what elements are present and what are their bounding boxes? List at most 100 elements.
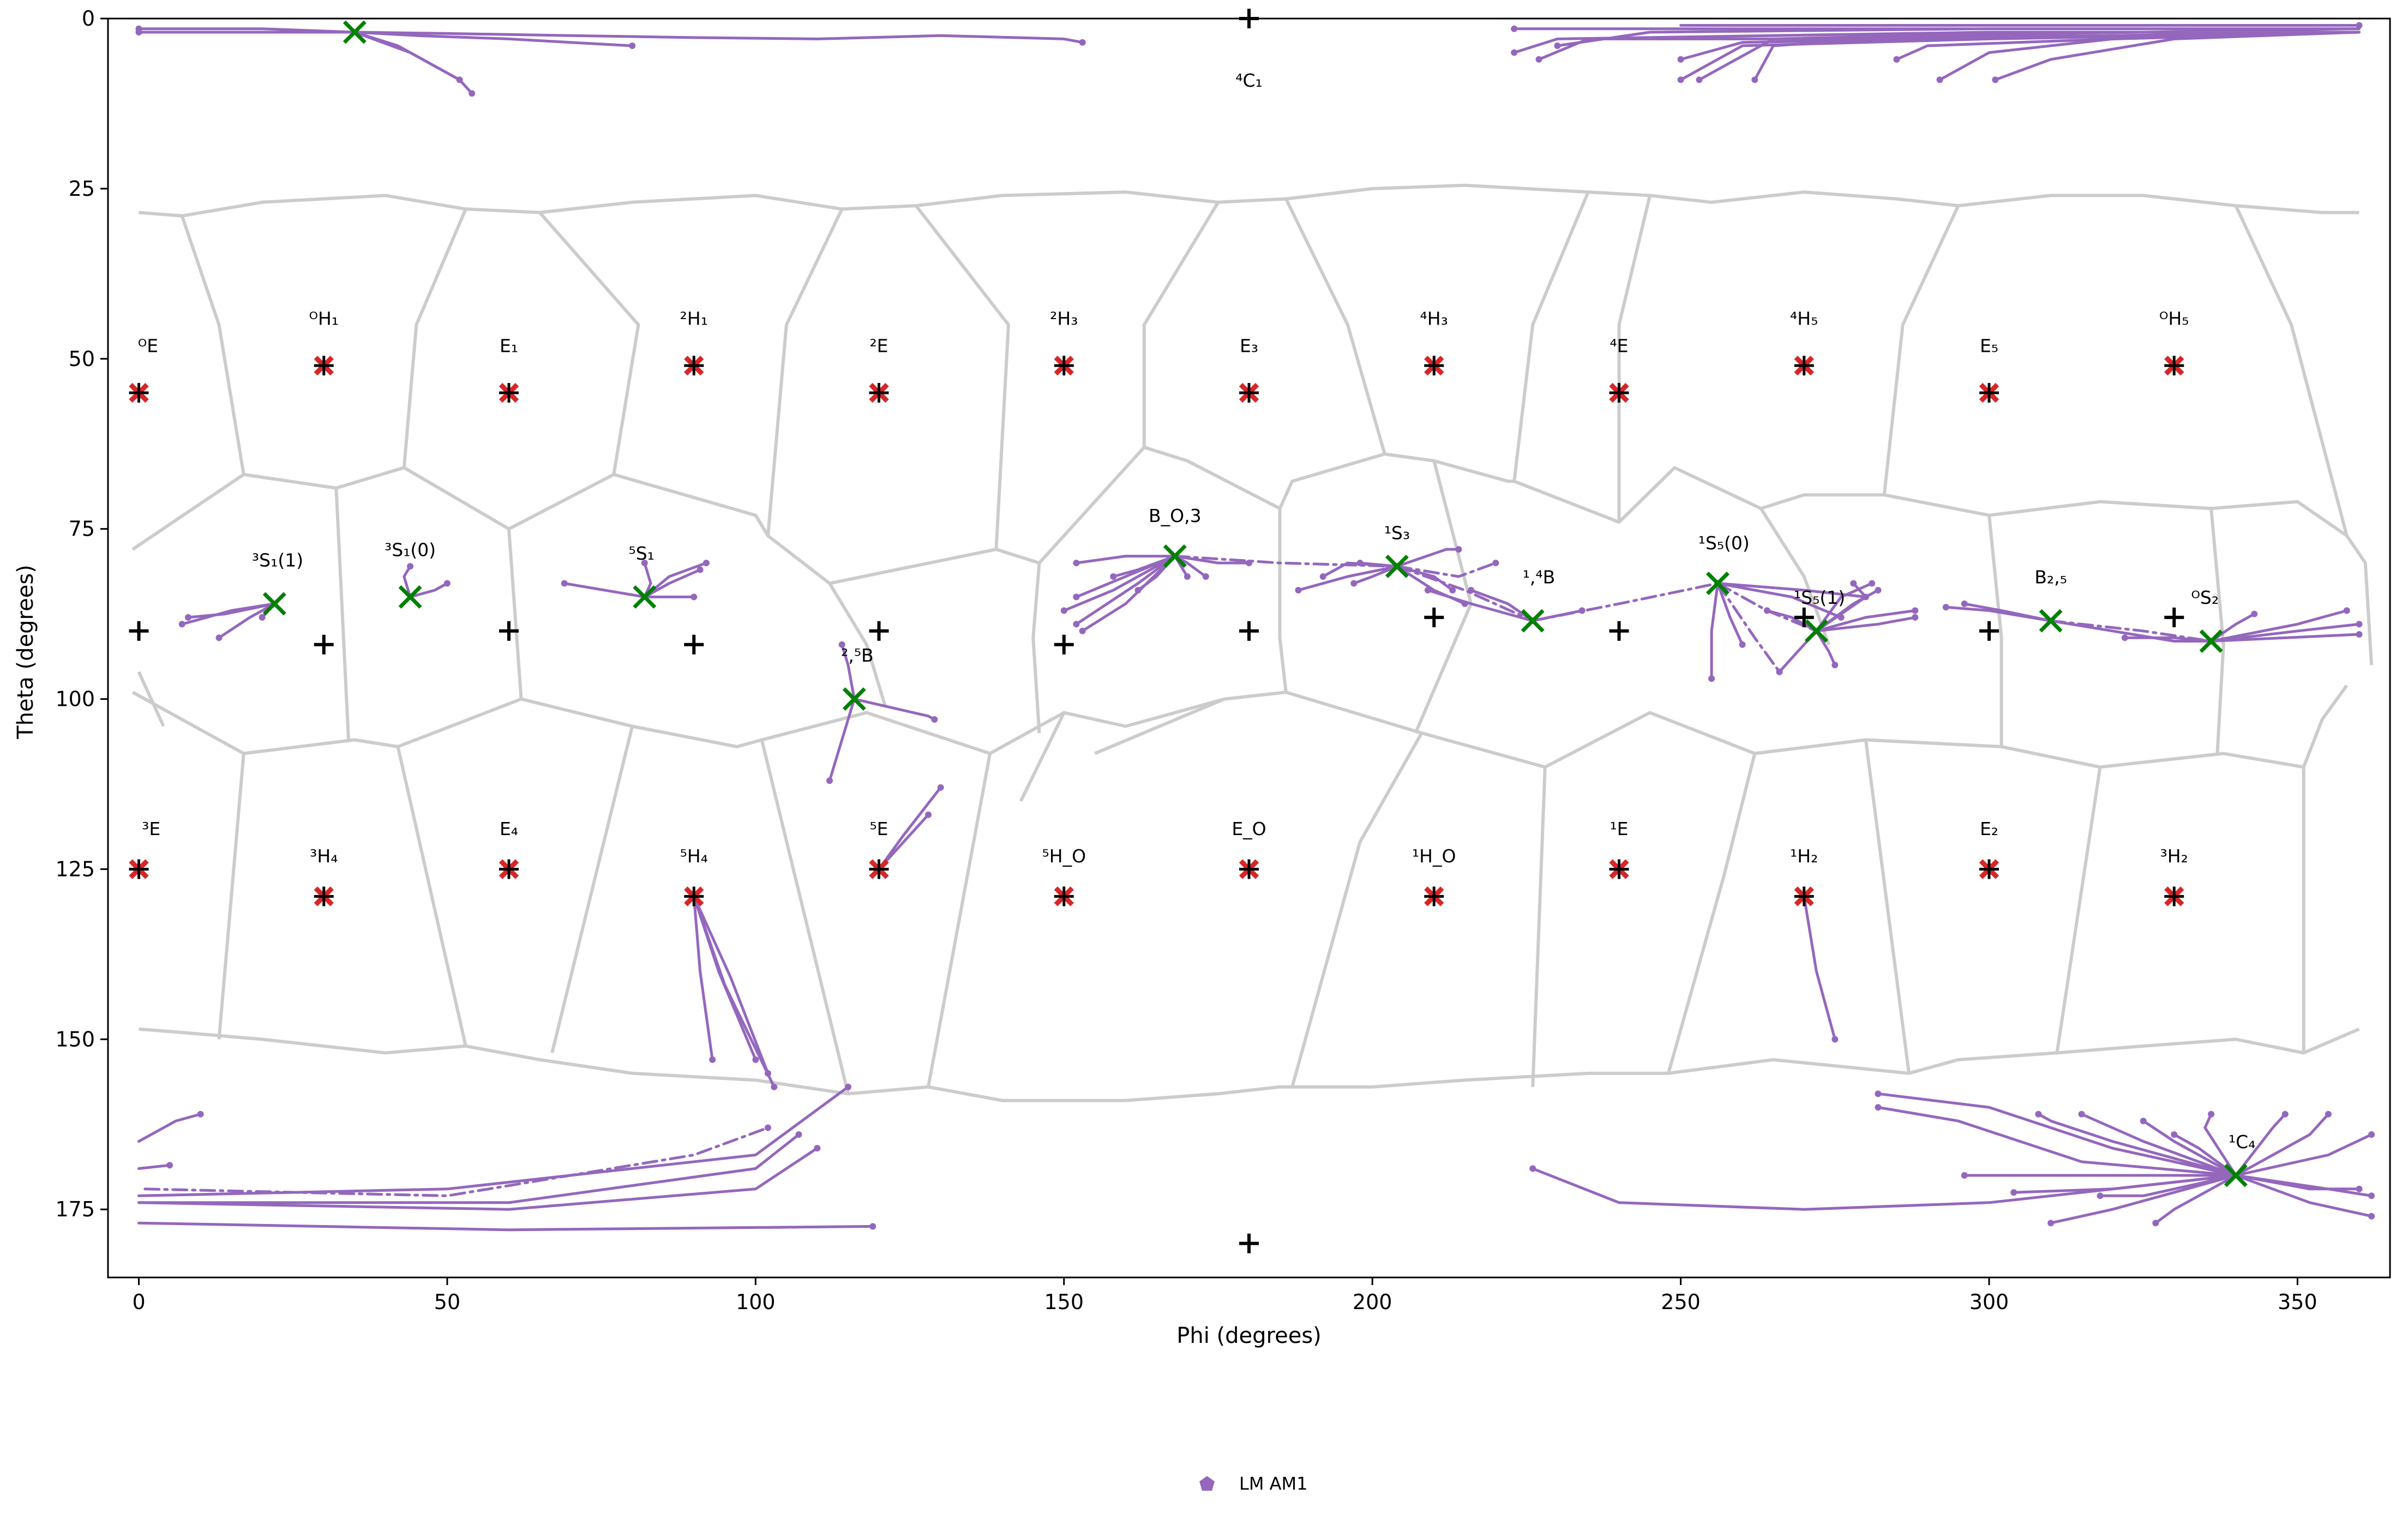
local-minimum-marker — [1385, 554, 1409, 578]
pathway-endpoint — [469, 90, 476, 97]
pathway-endpoint — [1134, 587, 1142, 593]
boundary-line — [1760, 507, 1830, 645]
pathway-endpoint — [1776, 668, 1783, 675]
boundary-line — [1987, 515, 2003, 747]
boundary-line — [1278, 508, 1288, 693]
x-tick-label: 350 — [2278, 1290, 2317, 1314]
boundary-line — [1019, 712, 1066, 802]
boundary-line — [915, 205, 1010, 550]
pucker-label: E₁ — [500, 335, 518, 356]
x-tick-label: 150 — [1044, 1290, 1084, 1314]
pathway-endpoint — [2097, 1192, 2104, 1199]
pathway-line — [1297, 565, 1398, 592]
canonical-pucker-marker — [1609, 859, 1629, 879]
pathway-endpoint — [1751, 76, 1758, 83]
pathway-line — [692, 895, 776, 1089]
local-minimum-marker — [262, 592, 286, 616]
canonical-pucker-marker — [1239, 859, 1259, 879]
pathway-line — [1074, 555, 1176, 565]
pathway-endpoint — [1831, 1036, 1839, 1043]
pathway-line — [2172, 1133, 2237, 1177]
pathway-endpoint — [1696, 76, 1703, 83]
pathway-endpoint — [1875, 1090, 1882, 1097]
minimum-stroke — [1706, 572, 1730, 595]
local-minimum-marker — [842, 687, 866, 711]
pathway-line — [1803, 895, 1836, 1041]
pucker-label: ²H₃ — [1050, 308, 1078, 329]
boundary-line — [137, 671, 165, 727]
pathway-line — [2234, 1113, 2330, 1177]
pathway-endpoint — [1060, 607, 1067, 614]
x-tick-label: 300 — [1969, 1290, 2009, 1314]
pucker-label: E₃ — [1240, 335, 1258, 356]
boundary-line — [2234, 205, 2349, 536]
canonical-pucker-marker — [1979, 859, 1999, 879]
marker-layer — [129, 9, 2248, 1253]
pathway-endpoint — [814, 1145, 821, 1151]
pucker-label: ³H₄ — [310, 845, 338, 867]
pucker-label: ᴼS₂ — [2191, 587, 2219, 608]
pathway-endpoint — [1184, 573, 1191, 580]
y-tick-label: 75 — [69, 517, 95, 541]
pathway-endpoint — [1319, 573, 1326, 580]
boundary-line — [828, 582, 887, 706]
boundary-line — [1284, 198, 1386, 455]
pathway-endpoint — [2010, 1189, 2017, 1196]
pathway-endpoint — [1073, 593, 1080, 601]
pathway-endpoint — [641, 560, 648, 567]
x-tick-label: 200 — [1353, 1290, 1392, 1314]
pathway-endpoint — [1936, 76, 1943, 83]
boundary-layer — [131, 183, 2374, 1102]
canonical-pucker-marker — [499, 859, 519, 879]
pathway-endpoint — [2078, 1111, 2085, 1118]
pathway-endpoint — [1763, 607, 1770, 614]
local-minimum-marker — [1706, 572, 1730, 595]
boundary-line — [538, 211, 640, 475]
pathway-endpoint — [1961, 1172, 1968, 1179]
pathway-line — [1395, 565, 1534, 622]
pathway-line — [353, 31, 634, 47]
pathway-endpoint — [1492, 560, 1499, 567]
pathway-endpoint — [1831, 662, 1839, 669]
pathway-endpoint — [1875, 1104, 1882, 1111]
pathway-line — [643, 568, 702, 598]
boundary-line — [334, 488, 350, 740]
local-minimum-marker — [1521, 609, 1545, 633]
y-tick-label: 175 — [55, 1197, 95, 1221]
pathway-endpoint — [1424, 587, 1431, 593]
canonical-pucker-marker — [869, 859, 889, 879]
pathway-line — [1426, 589, 1534, 622]
pathway-line — [1895, 31, 2361, 61]
boundary-line — [1142, 201, 1220, 447]
pucker-label: ³E — [142, 818, 160, 839]
plus-marker — [2164, 607, 2184, 627]
pathway-endpoint — [1449, 587, 1456, 593]
pathway-endpoint — [1912, 614, 1919, 621]
pathway-endpoint — [2281, 1111, 2289, 1118]
plus-marker — [1054, 634, 1074, 655]
boundary-line — [1094, 697, 1225, 755]
pathway-endpoint — [1875, 587, 1882, 593]
y-axis-label: Theta (degrees) — [13, 565, 38, 740]
local-minimum-marker — [398, 585, 422, 609]
pathway-endpoint — [2356, 631, 2363, 638]
pathway-endpoint — [1511, 49, 1518, 56]
pathway-line — [1815, 582, 1867, 633]
pathway-endpoint — [696, 566, 704, 573]
boundary-line — [1882, 205, 1960, 495]
pathway-line — [1173, 555, 1398, 568]
pathway-line — [1352, 565, 1398, 585]
canonical-pucker-marker — [314, 886, 334, 907]
pathway-line — [218, 602, 276, 639]
x-tick-label: 100 — [736, 1290, 776, 1314]
pathway-endpoint — [1739, 641, 1746, 648]
plus-marker — [1794, 607, 1814, 627]
pucker-label: E_O — [1232, 818, 1266, 839]
pathway-endpoint — [1677, 56, 1684, 63]
pucker-label: ¹S₅(1) — [1794, 587, 1845, 608]
pathway-line — [1359, 561, 1398, 568]
pathway-endpoint — [215, 634, 223, 641]
pathway-line — [403, 565, 412, 598]
pathway-endpoint — [771, 1083, 778, 1090]
pathway-endpoint — [1942, 604, 1949, 611]
